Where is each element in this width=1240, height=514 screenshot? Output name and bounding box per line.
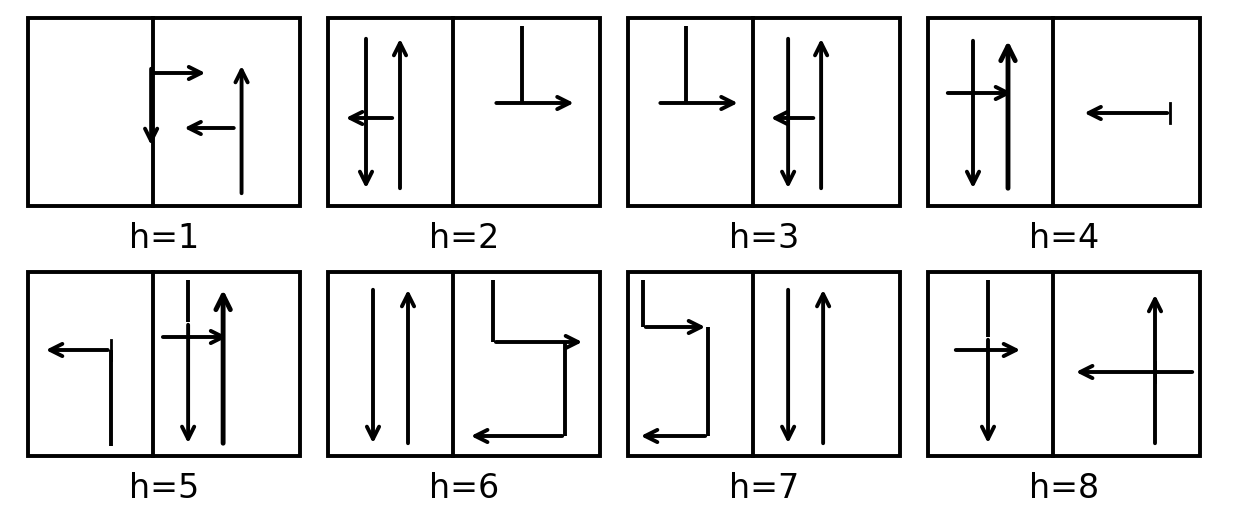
Text: h=6: h=6	[429, 472, 500, 505]
Bar	[627, 272, 900, 456]
Bar	[627, 18, 900, 206]
Bar	[928, 18, 1200, 206]
Bar	[329, 18, 600, 206]
Text: h=7: h=7	[729, 472, 799, 505]
Bar	[329, 272, 600, 456]
Bar	[928, 272, 1200, 456]
Text: h=8: h=8	[1029, 472, 1099, 505]
Text: h=1: h=1	[129, 223, 200, 255]
Bar	[29, 18, 300, 206]
Text: h=2: h=2	[429, 223, 500, 255]
Text: h=5: h=5	[129, 472, 200, 505]
Text: h=4: h=4	[1029, 223, 1099, 255]
Bar	[29, 272, 300, 456]
Text: h=3: h=3	[729, 223, 799, 255]
